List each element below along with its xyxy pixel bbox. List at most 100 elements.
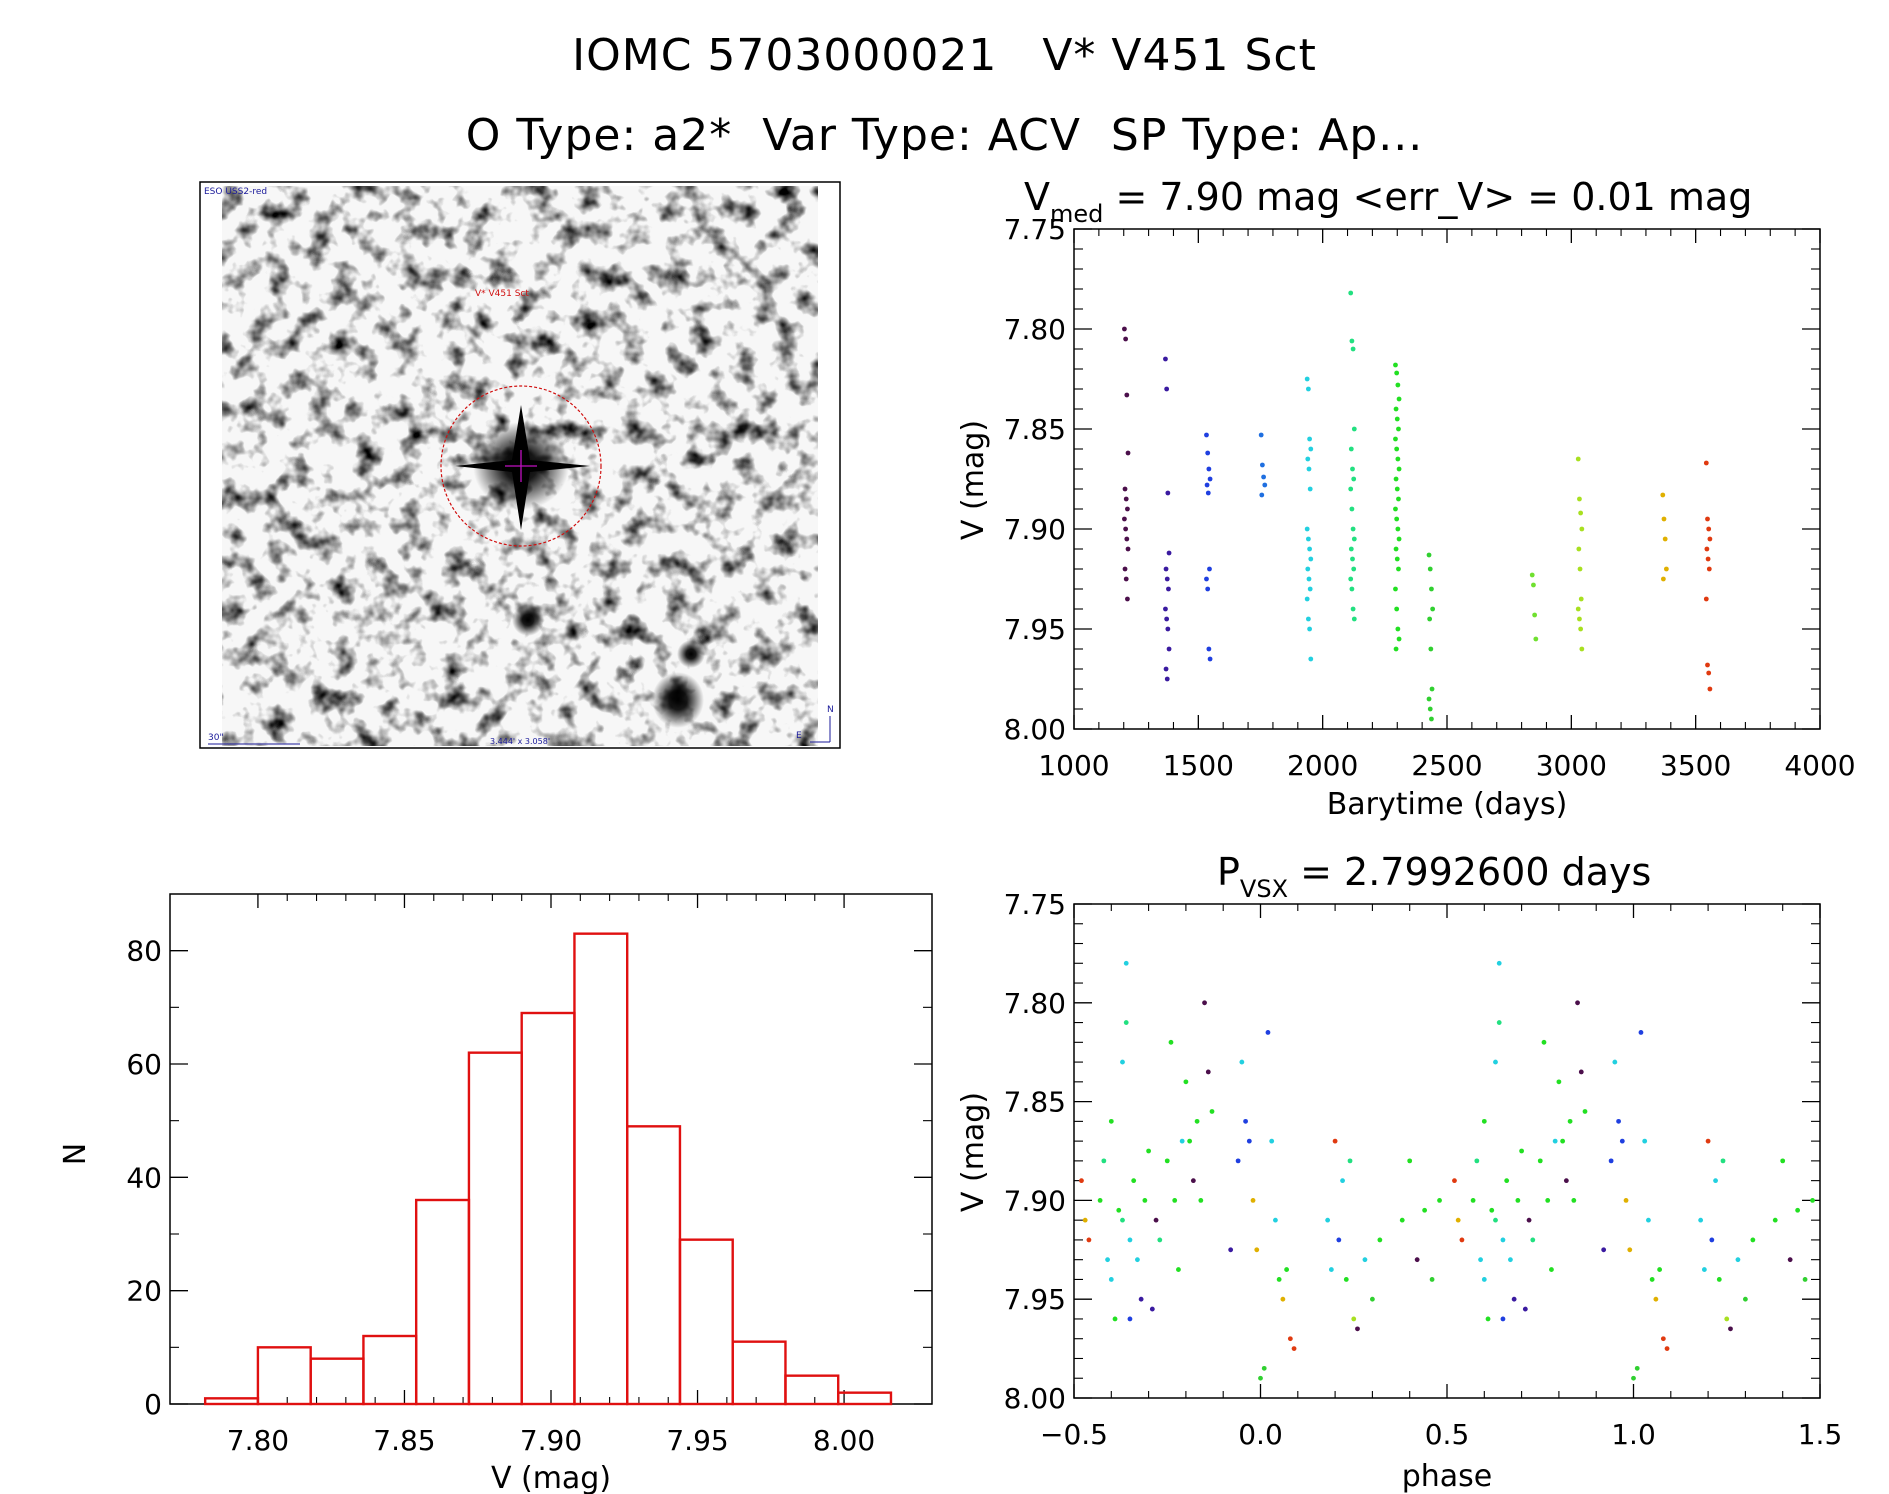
light-curve-point: [1428, 646, 1434, 652]
light-curve-point: [1204, 576, 1209, 582]
light-curve-point: [1706, 566, 1712, 572]
phase-curve-point: [1328, 1267, 1334, 1272]
light-curve-point: [1705, 556, 1711, 562]
light-curve-point: [1305, 566, 1311, 572]
phase-curve-point: [1273, 1217, 1278, 1223]
x-tick-label: 4000: [1784, 749, 1855, 782]
phase-curve-point: [1541, 1039, 1547, 1045]
light-curve-point: [1123, 336, 1129, 342]
phase-curve-axis-ticks: −0.5 0.0 0.5 1.0 1.5 7.75 7.80 7.85 7.90 7.95 8.00: [1004, 888, 1843, 1451]
light-curve-point: [1395, 526, 1401, 532]
phase-curve-title: PVSX = 2.7992600 days: [1217, 850, 1651, 903]
chart-title-star-types: O Type: a2* Var Type: ACV SP Type: Ap...: [465, 110, 1424, 161]
x-tick-label: 1.5: [1798, 1418, 1843, 1451]
phase-curve-point: [1325, 1217, 1331, 1223]
y-tick-label: 8.00: [1004, 713, 1066, 746]
phase-curve-point: [1623, 1198, 1629, 1203]
light-curve-point: [1306, 576, 1312, 582]
phase-curve-point: [1642, 1138, 1648, 1144]
phase-curve-point: [1179, 1138, 1185, 1144]
phase-curve-point: [1664, 1346, 1670, 1351]
light-curve-point: [1204, 432, 1209, 438]
phase-curve-point: [1634, 1365, 1640, 1371]
x-tick-label: 0.5: [1425, 1418, 1470, 1451]
x-tick-label: 2000: [1287, 749, 1358, 782]
light-curve-chart: Vmed = 7.90 mag <err_V> = 0.01 mag V (ma…: [956, 175, 1856, 822]
light-curve-point: [1348, 576, 1354, 582]
light-curve-point: [1259, 462, 1265, 468]
phase-curve-point: [1716, 1277, 1722, 1282]
light-curve-point: [1577, 496, 1582, 502]
light-curve-point: [1395, 626, 1401, 632]
light-curve-point: [1206, 466, 1212, 472]
histogram-bars: [203, 932, 893, 1406]
phase-curve-point: [1437, 1198, 1442, 1203]
phase-curve-point: [1560, 1138, 1566, 1144]
light-curve-point: [1166, 646, 1172, 652]
phase-curve-point: [1485, 1316, 1491, 1322]
phase-curve-point: [1123, 960, 1129, 966]
light-curve-point: [1124, 392, 1130, 398]
compass-n-label: N: [827, 705, 834, 715]
phase-curve-point: [1556, 1079, 1562, 1085]
light-curve-point: [1705, 662, 1710, 668]
phase-curve-point: [1608, 1158, 1614, 1164]
x-tick-label: 7.85: [373, 1424, 435, 1457]
light-curve-point: [1395, 382, 1401, 388]
light-curve-point: [1576, 546, 1582, 552]
light-curve-point: [1163, 356, 1168, 362]
light-curve-point: [1351, 476, 1357, 482]
light-curve-title: Vmed = 7.90 mag <err_V> = 0.01 mag: [1024, 175, 1752, 228]
phase-curve-point: [1735, 1257, 1741, 1263]
light-curve-point: [1122, 566, 1128, 572]
light-curve-point: [1706, 526, 1712, 532]
histogram-bar: [731, 1340, 787, 1406]
light-curve-point: [1304, 376, 1310, 382]
phase-curve-point: [1176, 1267, 1181, 1272]
x-tick-label: 7.95: [666, 1424, 728, 1457]
phase-curve-point: [1149, 1306, 1155, 1312]
light-curve-point: [1165, 626, 1171, 632]
phase-curve-point: [1646, 1217, 1651, 1223]
light-curve-point: [1533, 636, 1539, 642]
phase-curve-point: [1470, 1198, 1476, 1203]
chart-title-star-ids: IOMC 5703000021 V* V451 Sct: [572, 30, 1317, 81]
light-curve-point: [1351, 426, 1357, 432]
light-curve-point: [1393, 646, 1399, 652]
phase-curve-point: [1135, 1257, 1140, 1263]
phase-curve-point: [1190, 1178, 1196, 1184]
light-curve-point: [1308, 656, 1314, 662]
phase-curve-point: [1370, 1296, 1375, 1302]
phase-curve-point: [1183, 1079, 1189, 1085]
phase-curve-point: [1101, 1158, 1107, 1164]
phase-curve-point: [1537, 1158, 1543, 1164]
phase-curve-point: [1172, 1198, 1178, 1203]
phase-curve-point: [1086, 1237, 1092, 1243]
histogram-bar: [256, 1346, 312, 1406]
y-tick-label: 20: [126, 1275, 162, 1308]
light-curve-point: [1426, 552, 1432, 558]
light-curve-point: [1396, 496, 1401, 502]
light-curve-point: [1578, 510, 1584, 516]
light-curve-point: [1205, 450, 1211, 456]
phase-curve-point: [1108, 1277, 1114, 1282]
phase-curve-point: [1508, 1257, 1513, 1263]
light-curve-point: [1350, 606, 1356, 612]
x-tick-label: 7.80: [227, 1424, 289, 1457]
phase-curve-point: [1198, 1198, 1204, 1203]
phase-curve-point: [1276, 1277, 1282, 1282]
phase-curve-point: [1657, 1267, 1663, 1272]
light-curve-point: [1262, 482, 1268, 488]
light-curve-point: [1349, 506, 1355, 512]
y-tick-label: 7.80: [1004, 987, 1066, 1020]
phase-curve-point: [1810, 1198, 1815, 1203]
y-tick-label: 8.00: [1004, 1382, 1066, 1415]
histogram-frame: [169, 893, 933, 1405]
light-curve-point: [1261, 474, 1266, 480]
phase-curve-point: [1112, 1316, 1118, 1322]
light-curve-point: [1429, 716, 1434, 722]
phase-curve-point: [1500, 1237, 1506, 1243]
phase-curve-point: [1127, 1237, 1133, 1243]
compass-e-label: E: [796, 731, 802, 741]
